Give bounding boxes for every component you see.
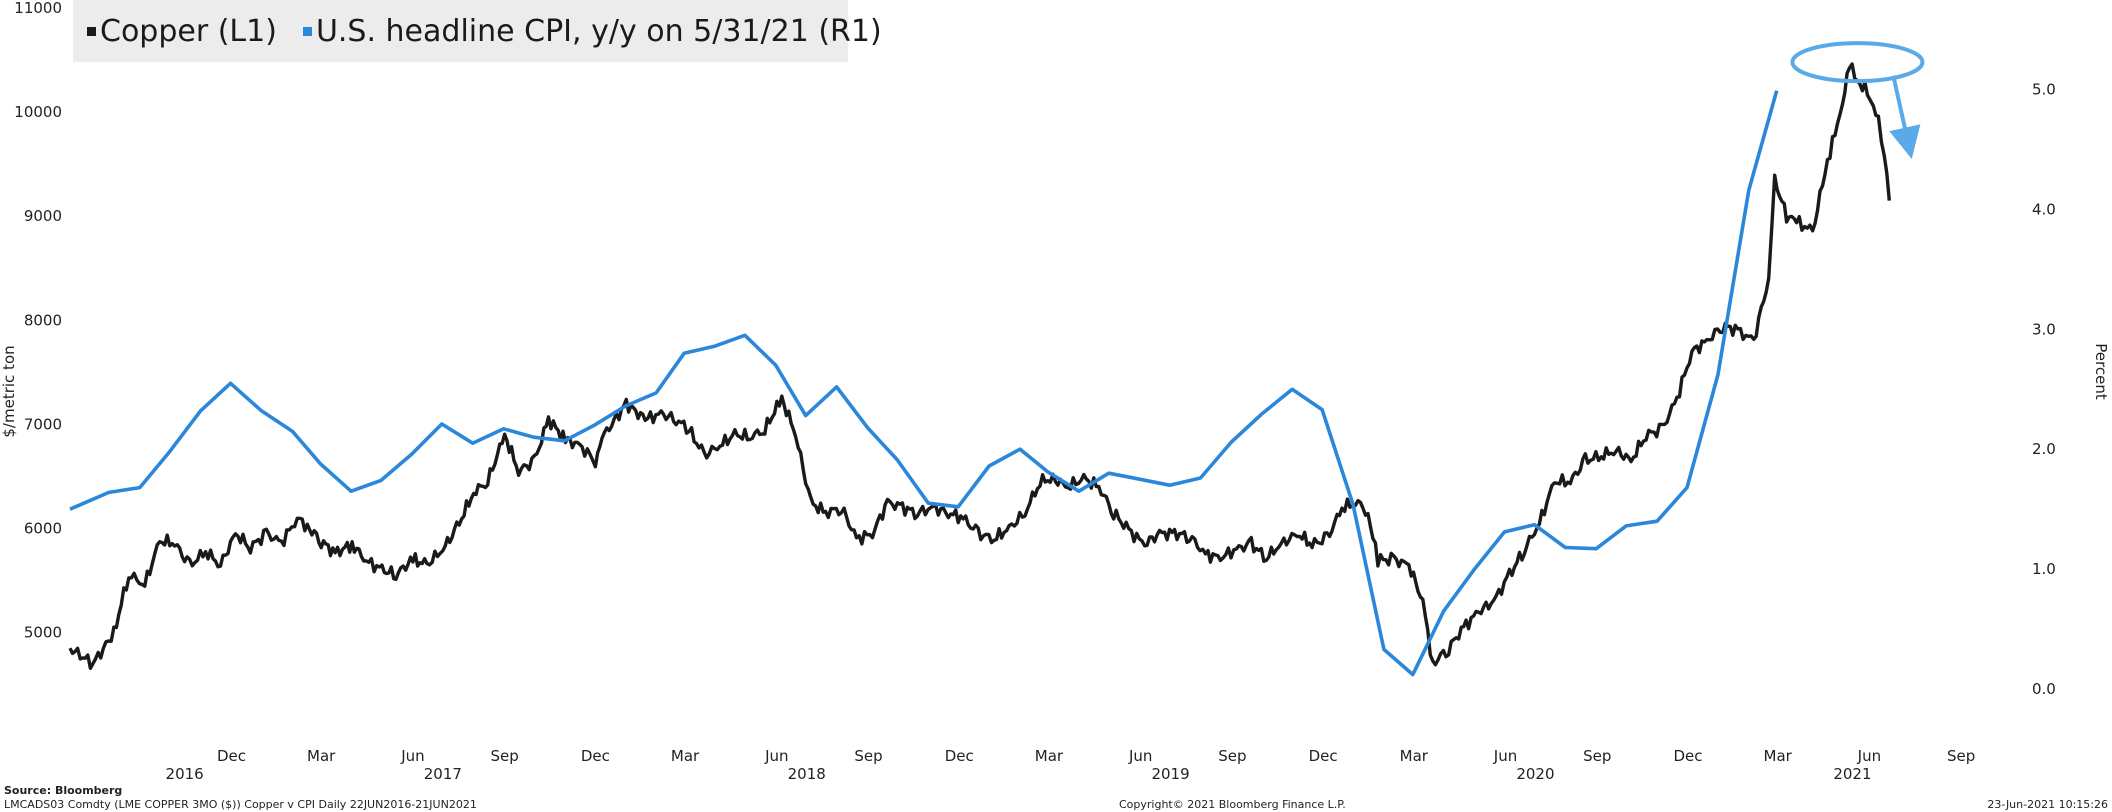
- legend-item-copper: Copper (L1): [87, 14, 277, 49]
- right-tick-label: 1.0: [2032, 560, 2056, 578]
- left-axis-label: $/metric ton: [0, 345, 18, 437]
- legend-swatch-copper: [87, 26, 96, 36]
- left-tick-label: 10000: [14, 103, 62, 121]
- x-year-label: 2016: [166, 765, 204, 783]
- x-year-label: 2021: [1833, 765, 1871, 783]
- right-tick-label: 0.0: [2032, 680, 2056, 698]
- ticker-line: LMCADS03 Comdty (LME COPPER 3MO ($)) Cop…: [4, 798, 477, 811]
- legend: Copper (L1) U.S. headline CPI, y/y on 5/…: [73, 0, 882, 62]
- trend-arrow: [1889, 75, 1921, 159]
- x-month-label: Dec: [217, 747, 246, 765]
- left-axis-ticks: 5000 6000 7000 8000 9000 10000 11000: [14, 0, 62, 642]
- x-month-label: Dec: [1673, 747, 1702, 765]
- legend-label-cpi: U.S. headline CPI, y/y on 5/31/21 (R1): [315, 13, 882, 49]
- series-layer: [68, 62, 1891, 677]
- x-month-label: Sep: [1218, 747, 1246, 765]
- x-axis-ticks: Dec Mar Jun Sep Dec Mar Jun Sep Dec Mar Jun Sep Dec M…: [166, 747, 1976, 783]
- x-month-label: Sep: [491, 747, 519, 765]
- timestamp: 23-Jun-2021 10:15:26: [1987, 798, 2108, 811]
- x-month-label: Jun: [1857, 747, 1881, 765]
- x-month-label: Mar: [1400, 747, 1429, 765]
- x-month-label: Jun: [1128, 747, 1152, 765]
- right-tick-label: 2.0: [2032, 440, 2056, 458]
- right-axis-label: Percent: [2092, 343, 2110, 400]
- right-tick-label: 5.0: [2032, 81, 2056, 99]
- x-month-label: Jun: [764, 747, 788, 765]
- copyright: Copyright© 2021 Bloomberg Finance L.P.: [1119, 798, 1346, 811]
- left-tick-label: 6000: [24, 519, 62, 537]
- x-month-label: Mar: [1035, 747, 1064, 765]
- legend-label-copper: Copper (L1): [100, 13, 277, 49]
- left-tick-label: 11000: [14, 0, 62, 17]
- x-month-label: Mar: [671, 747, 700, 765]
- x-year-label: 2017: [424, 765, 462, 783]
- legend-swatch-cpi: [302, 26, 312, 36]
- x-month-label: Mar: [307, 747, 336, 765]
- left-tick-label: 5000: [24, 624, 62, 642]
- x-month-label: Sep: [1947, 747, 1975, 765]
- x-month-label: Sep: [1583, 747, 1611, 765]
- right-axis-ticks: 0.0 1.0 2.0 3.0 4.0 5.0: [2032, 81, 2056, 698]
- cpi-series-line: [69, 90, 1779, 677]
- x-year-label: 2018: [788, 765, 826, 783]
- x-month-label: Dec: [581, 747, 610, 765]
- left-tick-label: 9000: [24, 207, 62, 225]
- right-tick-label: 3.0: [2032, 320, 2056, 338]
- left-tick-label: 7000: [24, 415, 62, 433]
- left-tick-label: 8000: [24, 311, 62, 329]
- x-month-label: Sep: [854, 747, 882, 765]
- x-year-label: 2019: [1151, 765, 1189, 783]
- x-month-label: Jun: [1493, 747, 1517, 765]
- x-month-label: Mar: [1764, 747, 1793, 765]
- x-month-label: Jun: [400, 747, 424, 765]
- annotation-layer: [1790, 41, 1925, 159]
- x-month-label: Dec: [1309, 747, 1338, 765]
- source-note: Source: Bloomberg: [4, 784, 123, 797]
- legend-item-cpi: U.S. headline CPI, y/y on 5/31/21 (R1): [302, 13, 882, 49]
- x-year-label: 2020: [1516, 765, 1554, 783]
- copper-series-line: [68, 62, 1891, 670]
- highlight-ellipse: [1790, 41, 1925, 84]
- right-tick-label: 4.0: [2032, 200, 2056, 218]
- x-month-label: Dec: [945, 747, 974, 765]
